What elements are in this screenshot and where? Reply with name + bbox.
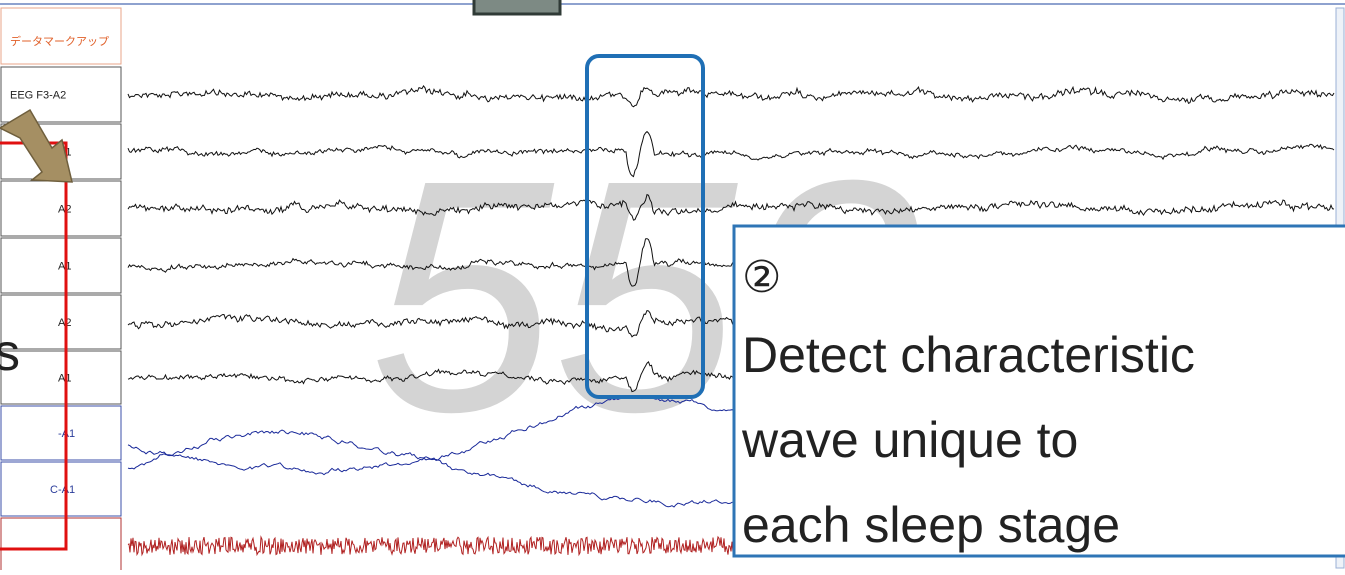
channel-cell[interactable]: [0, 294, 122, 350]
channel-labels: データマークアップ EEG F3-A2A1A2A1A2A1-A1C-A1: [0, 7, 122, 575]
callout-box: [732, 224, 1345, 558]
eeg-trace: [127, 130, 1335, 178]
header-label: データマークアップ: [10, 34, 109, 48]
top-tab: [472, 0, 562, 16]
channel-label: EEG F3-A2: [10, 90, 66, 102]
channel-cell[interactable]: [0, 180, 122, 237]
channel-cell[interactable]: [0, 350, 122, 405]
arrow: [0, 108, 73, 183]
callout-line: each sleep stage: [742, 497, 1120, 553]
highlight-box: [585, 54, 705, 399]
channel-cell[interactable]: [0, 66, 122, 123]
eeg-trace: [127, 85, 1335, 108]
callout-line: wave unique to: [741, 412, 1078, 468]
channel-cell[interactable]: [0, 237, 122, 294]
channel-cell[interactable]: [0, 405, 122, 461]
left-fragment: s: [0, 324, 20, 382]
callout-line: Detect characteristic: [742, 327, 1195, 383]
callout-number: ②: [742, 253, 781, 302]
channel-cell[interactable]: [0, 517, 122, 575]
channel-label: C-A1: [50, 484, 75, 496]
header-cell[interactable]: [0, 7, 122, 65]
channel-cell[interactable]: [0, 461, 122, 517]
eeg-trace: [127, 193, 1335, 221]
